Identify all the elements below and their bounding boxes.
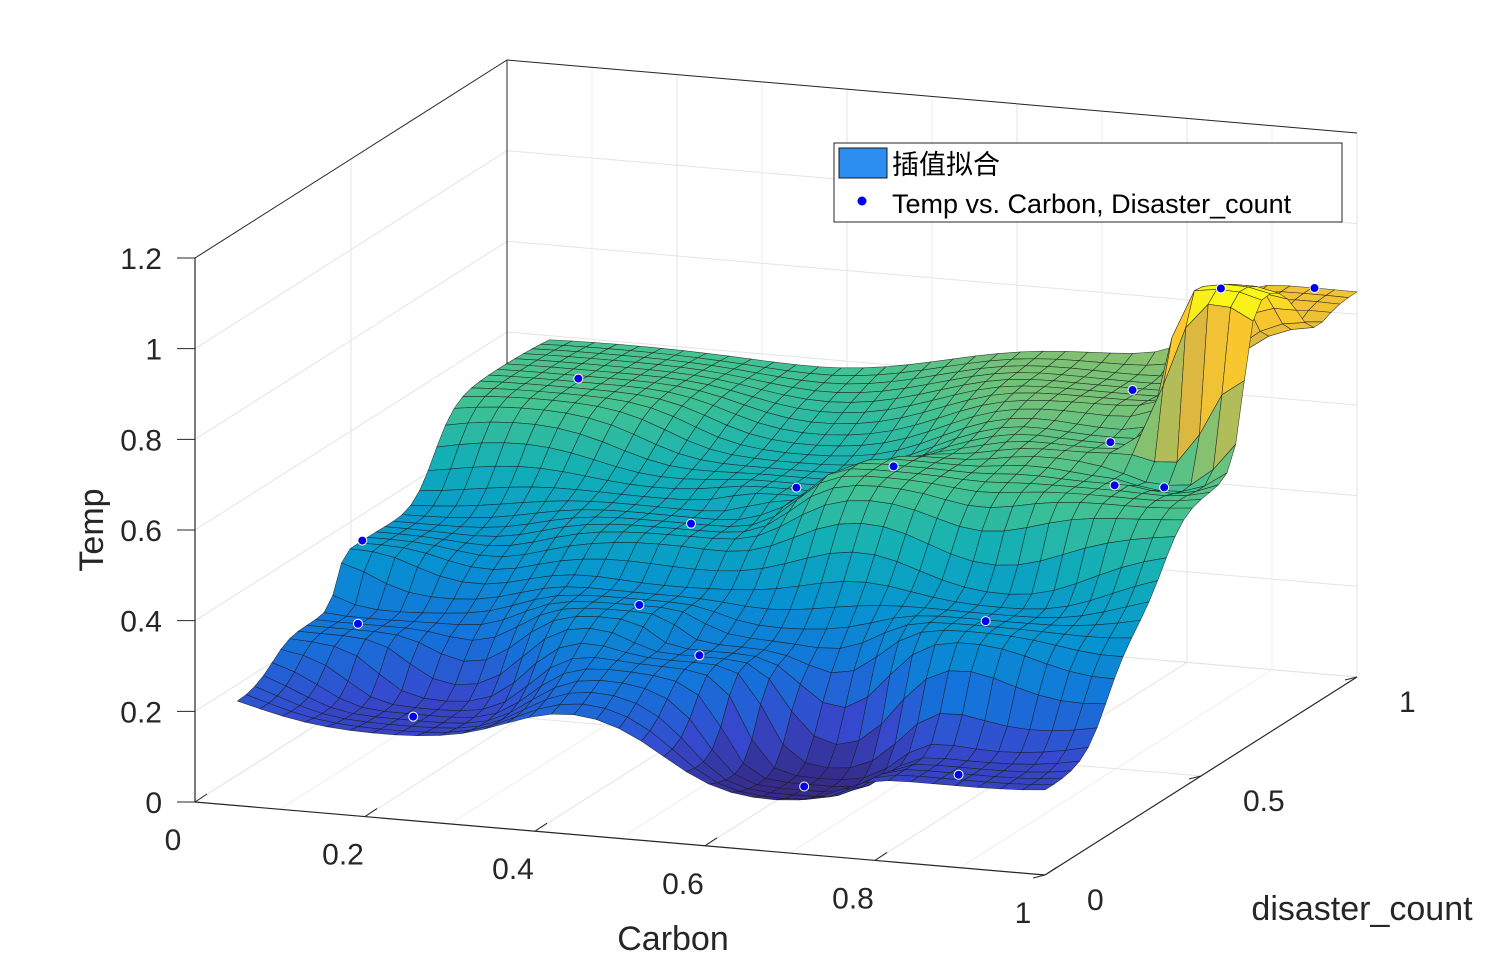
x-tick-mark: [874, 851, 888, 861]
x-tick-mark: [534, 822, 548, 832]
x-tick-label: 1: [1015, 897, 1032, 930]
box-edge: [506, 59, 1358, 134]
z-tick-label: 0: [145, 787, 162, 820]
legend-label-points: Temp vs. Carbon, Disaster_count: [892, 189, 1292, 219]
y-tick-label: 0: [1087, 884, 1104, 917]
x-tick-label: 0.6: [662, 868, 704, 901]
data-point: [791, 482, 802, 493]
z-tick-label: 1.2: [120, 243, 162, 276]
data-point: [573, 373, 584, 384]
x-tick-mark: [194, 793, 208, 803]
z-tick-label: 0.2: [120, 696, 162, 729]
z-tick-label: 1: [145, 334, 162, 367]
data-point: [953, 769, 964, 780]
data-point: [1127, 385, 1138, 396]
data-point: [353, 618, 363, 629]
grid-line-z-left: [194, 240, 508, 440]
y-tick-mark: [1032, 874, 1046, 879]
x-tick-mark: [1044, 866, 1058, 876]
data-point: [408, 711, 419, 722]
data-point: [634, 599, 645, 610]
x-axis-line: [194, 801, 1046, 876]
x-tick-mark: [364, 808, 378, 818]
grid-line-z-left: [194, 331, 508, 531]
data-point: [357, 535, 368, 546]
data-point: [686, 518, 696, 529]
z-axis-label: Temp: [73, 488, 111, 571]
x-tick-mark: [704, 837, 718, 847]
data-point: [1159, 482, 1170, 493]
data-point: [1105, 437, 1116, 448]
y-tick-mark: [1188, 775, 1202, 780]
z-tick-label: 0.4: [120, 606, 162, 639]
legend-label-surface: 插值拟合: [892, 150, 1000, 180]
legend-box: [833, 142, 1343, 223]
data-point: [888, 461, 899, 472]
y-axis-label: disaster_count: [1251, 890, 1473, 928]
data-point: [799, 781, 810, 792]
data-point: [1215, 283, 1226, 294]
legend-surface-swatch: [838, 147, 888, 179]
y-tick-mark: [1344, 676, 1358, 681]
y-tick-label: 0.5: [1243, 785, 1285, 818]
x-tick-label: 0: [165, 824, 182, 857]
data-point: [980, 616, 991, 627]
tick-labels: 0 0.2 0.4 0.6 0.8 1 0 0.5 1 0 0.2 0.4 0.6 0.8 1 1.2: [120, 243, 1415, 930]
data-point: [1109, 480, 1120, 491]
grid-line-z-left: [194, 150, 508, 350]
data-point: [694, 650, 705, 661]
z-tick-label: 0.6: [120, 515, 162, 548]
legend-marker-points: [857, 196, 867, 206]
data-point: [1309, 283, 1320, 294]
surface-patch: [1021, 784, 1055, 791]
x-tick-label: 0.2: [322, 839, 364, 872]
scatter-points: [353, 283, 1320, 792]
box-edge: [194, 59, 508, 259]
z-tick-label: 0.8: [120, 424, 162, 457]
x-tick-label: 0.4: [492, 853, 534, 886]
y-tick-label: 1: [1399, 686, 1416, 719]
grid-line-x-minor: [959, 669, 1273, 869]
x-axis-label: Carbon: [617, 920, 729, 958]
legend[interactable]: 插值拟合 Temp vs. Carbon, Disaster_count: [833, 142, 1343, 223]
x-tick-label: 0.8: [832, 882, 874, 915]
interpolated-surface: [236, 283, 1358, 801]
